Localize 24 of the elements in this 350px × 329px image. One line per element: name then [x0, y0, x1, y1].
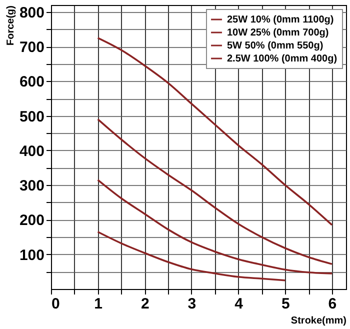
y-tick-label: 500 — [19, 108, 44, 126]
legend-label: 10W 25% (0mm 700g) — [227, 28, 329, 38]
legend-label: 25W 10% (0mm 1100g) — [227, 14, 334, 26]
y-tick-label: 400 — [19, 142, 44, 160]
x-tick-label: 5 — [281, 296, 290, 312]
legend-label: 5W 50% (0mm 550g) — [227, 40, 324, 52]
x-axis-title: Stroke(mm) — [290, 316, 346, 326]
y-tick-label: 200 — [19, 212, 44, 230]
legend-label: 2.5W 100% (0mm 400g) — [227, 54, 338, 64]
x-tick-label: 2 — [140, 296, 150, 312]
x-tick-label: 3 — [188, 296, 196, 312]
y-axis-title: Force(g) — [5, 6, 16, 46]
line-series — [96, 118, 333, 265]
x-tick-label: 6 — [328, 296, 337, 312]
line-series — [96, 230, 286, 282]
y-tick-label: 300 — [19, 178, 44, 195]
x-tick-label: 1 — [94, 296, 102, 312]
y-tick-label: 600 — [19, 74, 44, 91]
x-tick-label: 4 — [234, 296, 244, 312]
x-tick-label: 0 — [52, 296, 60, 312]
y-tick-label: 700 — [19, 39, 44, 56]
line-series — [96, 179, 333, 274]
y-tick-label: 100 — [19, 246, 44, 264]
y-tick-label: 800 — [19, 4, 44, 22]
